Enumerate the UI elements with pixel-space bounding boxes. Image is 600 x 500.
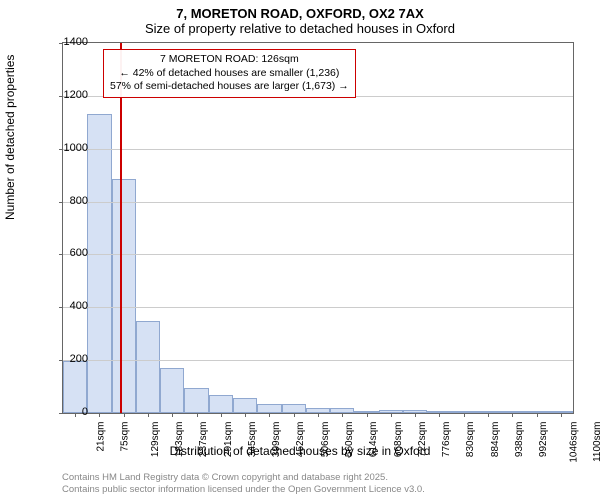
xtick-label: 776sqm xyxy=(441,422,452,458)
xtick-mark xyxy=(148,413,149,417)
xtick-label: 1100sqm xyxy=(592,422,600,462)
ytick-label: 0 xyxy=(58,406,88,418)
xtick-label: 614sqm xyxy=(368,422,379,458)
xtick-mark xyxy=(197,413,198,417)
xtick-mark xyxy=(269,413,270,417)
xtick-mark xyxy=(124,413,125,417)
marker-line xyxy=(120,43,122,413)
histogram-bar xyxy=(209,395,233,414)
ytick-label: 1000 xyxy=(58,142,88,154)
xtick-mark xyxy=(99,413,100,417)
xtick-label: 560sqm xyxy=(344,422,355,458)
xtick-label: 1046sqm xyxy=(568,422,579,463)
xtick-mark xyxy=(561,413,562,417)
info-box: 7 MORETON ROAD: 126sqm ← 42% of detached… xyxy=(103,49,356,98)
xtick-mark xyxy=(318,413,319,417)
xtick-mark xyxy=(537,413,538,417)
info-line3: 57% of semi-detached houses are larger (… xyxy=(110,80,349,94)
xtick-label: 399sqm xyxy=(271,422,282,458)
ytick-label: 600 xyxy=(58,247,88,259)
xtick-label: 992sqm xyxy=(538,422,549,458)
ytick-label: 1400 xyxy=(58,36,88,48)
xtick-label: 830sqm xyxy=(466,422,477,458)
xtick-label: 345sqm xyxy=(247,422,258,458)
footer-line2: Contains public sector information licen… xyxy=(62,484,425,496)
xtick-mark xyxy=(294,413,295,417)
histogram-bar xyxy=(160,368,184,413)
histogram-bar xyxy=(257,404,281,413)
ytick-label: 400 xyxy=(58,300,88,312)
histogram-bar xyxy=(136,321,160,414)
xtick-label: 452sqm xyxy=(296,422,307,458)
ytick-label: 200 xyxy=(58,353,88,365)
xtick-mark xyxy=(488,413,489,417)
xtick-label: 129sqm xyxy=(150,422,161,458)
xtick-label: 506sqm xyxy=(320,422,331,458)
xtick-mark xyxy=(367,413,368,417)
xtick-mark xyxy=(464,413,465,417)
xtick-label: 21sqm xyxy=(96,422,107,452)
xtick-mark xyxy=(342,413,343,417)
grid-line xyxy=(63,307,573,308)
chart-subtitle: Size of property relative to detached ho… xyxy=(0,21,600,38)
xtick-mark xyxy=(415,413,416,417)
footer-line1: Contains HM Land Registry data © Crown c… xyxy=(62,472,425,484)
xtick-label: 183sqm xyxy=(174,422,185,458)
grid-line xyxy=(63,254,573,255)
xtick-mark xyxy=(391,413,392,417)
plot-area: 7 MORETON ROAD: 126sqm ← 42% of detached… xyxy=(62,42,574,414)
histogram-bar xyxy=(282,404,306,413)
grid-line xyxy=(63,149,573,150)
xtick-label: 291sqm xyxy=(223,422,234,458)
info-line1: 7 MORETON ROAD: 126sqm xyxy=(110,53,349,67)
ytick-label: 1200 xyxy=(58,89,88,101)
xtick-label: 938sqm xyxy=(514,422,525,458)
xtick-label: 75sqm xyxy=(120,422,131,452)
histogram-bar xyxy=(233,398,257,413)
xtick-mark xyxy=(439,413,440,417)
xtick-mark xyxy=(221,413,222,417)
xtick-label: 884sqm xyxy=(490,422,501,458)
grid-line xyxy=(63,360,573,361)
y-axis-label: Number of detached properties xyxy=(3,55,17,220)
histogram-bar xyxy=(184,388,208,413)
histogram-bar xyxy=(87,114,111,413)
ytick-label: 800 xyxy=(58,195,88,207)
grid-line xyxy=(63,202,573,203)
xtick-mark xyxy=(512,413,513,417)
chart-title: 7, MORETON ROAD, OXFORD, OX2 7AX xyxy=(0,0,600,21)
histogram-bar xyxy=(112,179,136,413)
xtick-label: 722sqm xyxy=(417,422,428,458)
xtick-label: 237sqm xyxy=(198,422,209,458)
footer: Contains HM Land Registry data © Crown c… xyxy=(62,472,425,496)
xtick-mark xyxy=(245,413,246,417)
xtick-mark xyxy=(172,413,173,417)
info-line2: ← 42% of detached houses are smaller (1,… xyxy=(110,67,349,81)
xtick-label: 668sqm xyxy=(393,422,404,458)
